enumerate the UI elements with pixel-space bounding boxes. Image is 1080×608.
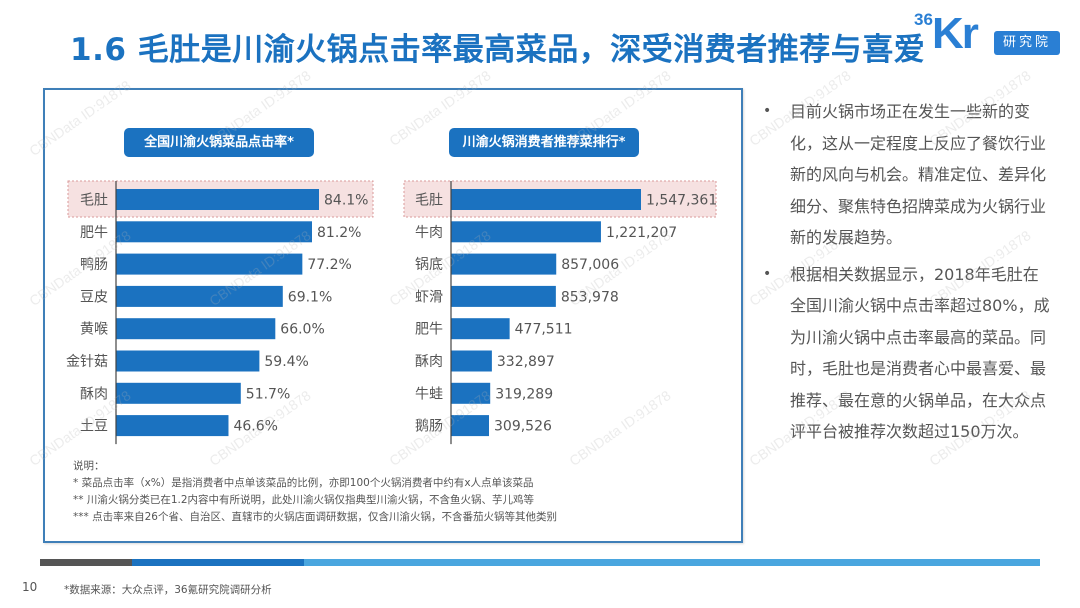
category-label: 豆皮 — [80, 289, 108, 305]
category-label: 酥肉 — [80, 386, 108, 402]
value-label: 332,897 — [497, 354, 555, 370]
value-label: 66.0% — [280, 322, 324, 338]
value-label: 77.2% — [307, 257, 351, 273]
category-label: 虾滑 — [415, 288, 443, 305]
bar — [116, 285, 283, 307]
bar — [116, 382, 241, 404]
bar — [451, 221, 601, 243]
footer-bar-segment-gray — [40, 559, 132, 566]
value-label: 69.1% — [288, 289, 332, 305]
value-label: 84.1% — [324, 193, 368, 209]
notes: 说明： * 菜品点击率（x%）是指消费者中点单该菜品的比例，亦即100个火锅消费… — [73, 458, 557, 526]
value-label: 46.6% — [233, 419, 277, 435]
bar — [116, 350, 260, 372]
note-line: *** 点击率来自26个省、自治区、直辖市的火锅店面调研数据，仅含川渝火锅，不含… — [73, 511, 557, 523]
category-label: 牛蛙 — [415, 386, 443, 402]
bar — [451, 189, 641, 210]
category-label: 鹅肠 — [415, 418, 443, 435]
category-label: 肥牛 — [415, 322, 443, 338]
value-label: 477,511 — [515, 322, 573, 338]
notes-heading: 说明： — [73, 460, 105, 472]
chart-title-click-rate: 全国川渝火锅菜品点击率* — [124, 128, 314, 157]
bar — [451, 350, 492, 372]
bar — [116, 415, 229, 437]
bar — [451, 318, 510, 340]
value-label: 309,526 — [494, 419, 552, 435]
footer-bar-segment-blue — [132, 559, 304, 566]
bar — [116, 189, 319, 210]
category-label: 土豆 — [80, 419, 108, 435]
category-label: 鸭肠 — [80, 257, 108, 273]
bar — [451, 415, 490, 437]
category-label: 牛肉 — [415, 225, 443, 241]
category-label: 肥牛 — [80, 225, 108, 241]
bar — [451, 253, 557, 275]
value-label: 51.7% — [246, 386, 290, 402]
value-label: 853,978 — [561, 289, 619, 305]
value-label: 1,221,207 — [606, 225, 677, 241]
chart-title-recommend: 川渝火锅消费者推荐菜排行* — [449, 128, 639, 157]
category-label: 锅底 — [415, 257, 443, 273]
logo-badge: 研究院 — [994, 31, 1060, 55]
36kr-logo: 36 Kr 研究院 — [914, 8, 1064, 68]
category-label: 毛肚 — [415, 193, 443, 209]
category-label: 毛肚 — [80, 193, 108, 209]
logo-superscript: 36 — [914, 10, 933, 29]
value-label: 81.2% — [317, 225, 361, 241]
note-line: * 菜品点击率（x%）是指消费者中点单该菜品的比例，亦即100个火锅消费者中约有… — [73, 477, 534, 489]
bar — [451, 285, 556, 307]
page-number: 10 — [22, 580, 38, 594]
bullet-dot-icon: • — [763, 265, 772, 282]
category-label: 黄喉 — [80, 321, 108, 338]
logo-main: Kr — [932, 9, 979, 58]
insight-bullets: • 目前火锅市场正在发生一些新的变化，这从一定程度上反应了餐饮行业新的风向与机会… — [760, 96, 1050, 453]
bar-chart-0: 毛肚 84.1% 肥牛 81.2% 鸭肠 77.2% 豆皮 69.1% 黄喉 66.0% 金针菇 59… — [66, 180, 374, 445]
bullet-text: 目前火锅市场正在发生一些新的变化，这从一定程度上反应了餐饮行业新的风向与机会。精… — [790, 102, 1047, 247]
bar — [116, 221, 312, 243]
bar — [116, 253, 303, 275]
chart-panel — [43, 88, 743, 543]
category-label: 金针菇 — [66, 354, 108, 370]
bar — [451, 382, 491, 404]
bullet-item: • 目前火锅市场正在发生一些新的变化，这从一定程度上反应了餐饮行业新的风向与机会… — [760, 96, 1050, 254]
bullet-item: • 根据相关数据显示，2018年毛肚在全国川渝火锅中点击率超过80%，成为川渝火… — [760, 259, 1050, 448]
data-source: *数据来源：大众点评，36氪研究院调研分析 — [64, 584, 272, 596]
value-label: 857,006 — [561, 257, 619, 273]
value-label: 59.4% — [264, 354, 308, 370]
bar — [116, 318, 276, 340]
page-title: 1.6 毛肚是川渝火锅点击率最高菜品，深受消费者推荐与喜爱 — [70, 32, 926, 68]
bullet-dot-icon: • — [763, 103, 772, 119]
bar-chart-1: 毛肚 1,547,361 牛肉 1,221,207 锅底 857,006 虾滑 853,978… — [403, 180, 717, 445]
value-label: 1,547,361 — [646, 193, 717, 209]
bullet-text: 根据相关数据显示，2018年毛肚在全国川渝火锅中点击率超过80%，成为川渝火锅中… — [790, 264, 1050, 442]
note-line: ** 川渝火锅分类已在1.2内容中有所说明，此处川渝火锅仅指典型川渝火锅，不含鱼… — [73, 494, 535, 506]
category-label: 酥肉 — [415, 354, 443, 370]
footer-bar-segment-lightblue — [304, 559, 1040, 566]
value-label: 319,289 — [495, 386, 553, 402]
